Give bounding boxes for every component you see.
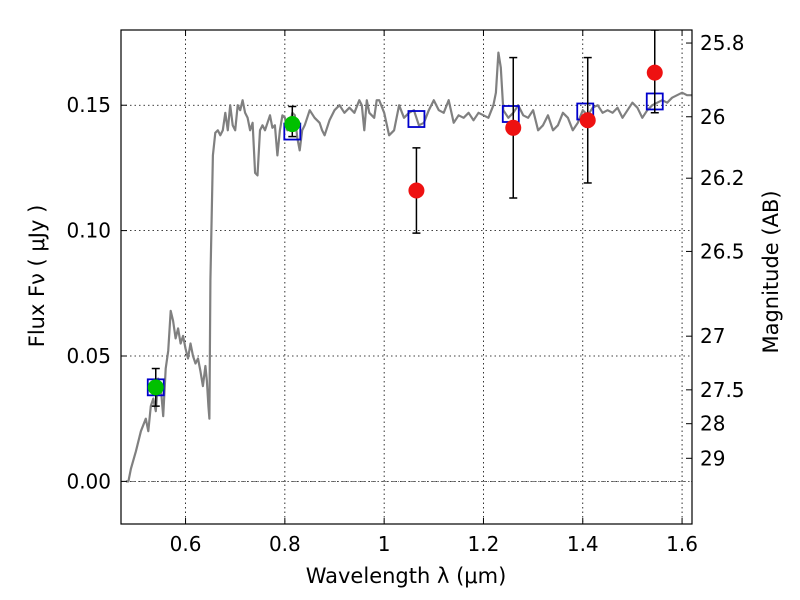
spectrum-line [126, 51, 692, 483]
right-tick-label: 25.8 [700, 31, 745, 55]
x-tick-label: 1 [378, 532, 391, 556]
y-tick-label: 0.10 [66, 219, 111, 243]
data-point [147, 379, 164, 396]
data-point [579, 112, 596, 129]
plot-area [121, 30, 692, 524]
y-axis-label: Flux Fν ( μJy ) [25, 205, 49, 348]
right-tick-label: 28 [700, 412, 725, 436]
plot-clipped-group [126, 30, 692, 483]
x-axis-label: Wavelength λ (μm) [306, 564, 507, 588]
y-tick-label: 0.15 [66, 93, 111, 117]
right-tick-label: 26 [700, 105, 725, 129]
model-square-marker [407, 110, 426, 128]
data-point [646, 64, 663, 81]
plot-frame [120, 29, 693, 525]
y-tick-label: 0.00 [66, 469, 111, 493]
axes: 0.6 0.8 1 1.2 1.4 1.6 0.00 0.05 0.10 0.15 25.8 26 26… [66, 29, 745, 556]
right-tick-label: 26.5 [700, 239, 745, 263]
data-point [408, 182, 425, 199]
right-tick-label: 27.5 [700, 378, 745, 402]
x-tick-label: 1.2 [468, 532, 500, 556]
x-tick-label: 1.6 [666, 532, 698, 556]
right-tick-label: 26.2 [700, 166, 745, 190]
right-axis-label: Magnitude (AB) [759, 190, 783, 353]
x-tick-label: 1.4 [567, 532, 599, 556]
data-point [505, 119, 522, 136]
y-tick-label: 0.05 [66, 344, 111, 368]
right-tick-label: 29 [700, 446, 725, 470]
x-tick-label: 0.8 [269, 532, 301, 556]
right-tick-label: 27 [700, 324, 725, 348]
x-tick-label: 0.6 [170, 532, 202, 556]
data-point [284, 116, 301, 133]
